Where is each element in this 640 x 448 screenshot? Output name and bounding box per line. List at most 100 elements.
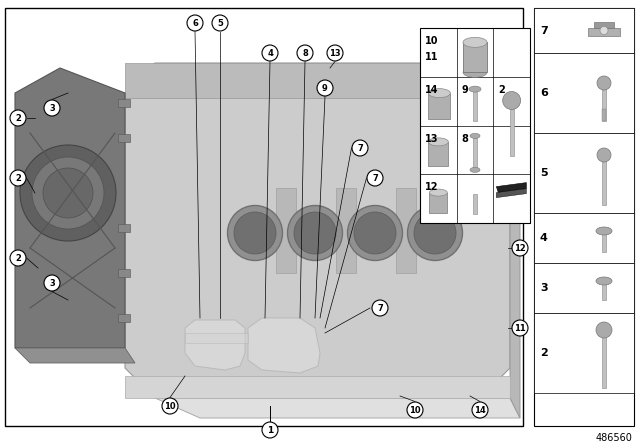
Circle shape	[317, 80, 333, 96]
Ellipse shape	[463, 37, 487, 47]
Bar	[602, 109, 606, 121]
Circle shape	[10, 110, 26, 126]
Text: 3: 3	[49, 279, 55, 288]
Bar	[5, 8, 523, 426]
Text: 10: 10	[409, 405, 421, 414]
Text: 4: 4	[540, 233, 548, 243]
Bar	[473, 194, 477, 214]
Circle shape	[472, 402, 488, 418]
Text: 1: 1	[267, 426, 273, 435]
Polygon shape	[510, 88, 520, 418]
Bar	[594, 22, 614, 27]
Bar	[602, 282, 606, 300]
Circle shape	[372, 300, 388, 316]
Ellipse shape	[348, 206, 403, 260]
Text: 2: 2	[15, 254, 21, 263]
Ellipse shape	[354, 212, 396, 254]
Bar	[118, 269, 130, 277]
Text: 3: 3	[540, 283, 548, 293]
Circle shape	[512, 240, 528, 256]
Polygon shape	[15, 68, 125, 348]
Text: 8: 8	[461, 134, 468, 143]
Bar	[118, 99, 130, 107]
Polygon shape	[248, 318, 320, 373]
Bar	[125, 376, 510, 398]
Bar	[534, 53, 634, 133]
Circle shape	[20, 145, 116, 241]
Bar	[473, 138, 477, 170]
Text: 12: 12	[514, 244, 526, 253]
Bar	[429, 193, 447, 213]
Circle shape	[262, 45, 278, 61]
Circle shape	[407, 402, 423, 418]
Bar	[420, 28, 530, 223]
Circle shape	[597, 148, 611, 162]
Bar	[602, 330, 606, 388]
Bar	[463, 43, 487, 73]
Ellipse shape	[428, 138, 449, 146]
Circle shape	[352, 140, 368, 156]
Ellipse shape	[596, 277, 612, 285]
Text: 7: 7	[357, 143, 363, 152]
Bar	[118, 224, 130, 232]
Ellipse shape	[470, 168, 480, 172]
Text: 11: 11	[514, 323, 526, 332]
Text: 9: 9	[461, 85, 468, 95]
Bar	[509, 100, 514, 155]
Text: 5: 5	[540, 168, 548, 178]
Bar	[125, 63, 510, 98]
Ellipse shape	[234, 212, 276, 254]
Bar	[534, 8, 634, 53]
Ellipse shape	[463, 67, 487, 78]
Bar	[534, 213, 634, 263]
Ellipse shape	[294, 212, 336, 254]
Bar	[534, 263, 634, 313]
Ellipse shape	[428, 89, 451, 98]
Text: 10: 10	[164, 401, 176, 410]
Bar	[602, 83, 606, 121]
Text: 6: 6	[192, 18, 198, 27]
Circle shape	[187, 15, 203, 31]
Circle shape	[327, 45, 343, 61]
Bar	[118, 134, 130, 142]
Circle shape	[367, 170, 383, 186]
Polygon shape	[497, 183, 526, 193]
Text: 5: 5	[217, 18, 223, 27]
Circle shape	[10, 250, 26, 266]
Ellipse shape	[227, 206, 282, 260]
Text: 4: 4	[267, 48, 273, 57]
Bar	[534, 8, 634, 426]
Circle shape	[44, 275, 60, 291]
Text: 10: 10	[425, 36, 438, 46]
Polygon shape	[15, 348, 135, 363]
Text: 7: 7	[377, 303, 383, 313]
Bar	[396, 188, 416, 273]
Polygon shape	[497, 189, 526, 198]
Text: 6: 6	[540, 88, 548, 98]
Circle shape	[32, 157, 104, 229]
Bar	[118, 314, 130, 322]
Bar	[534, 313, 634, 393]
Ellipse shape	[469, 86, 481, 92]
Text: 14: 14	[474, 405, 486, 414]
Bar	[428, 93, 451, 119]
Text: 13: 13	[425, 134, 438, 143]
Circle shape	[297, 45, 313, 61]
Bar	[428, 142, 449, 166]
Text: 2: 2	[540, 348, 548, 358]
Bar	[588, 27, 620, 35]
Ellipse shape	[408, 206, 463, 260]
Circle shape	[596, 322, 612, 338]
Bar	[276, 188, 296, 273]
Ellipse shape	[414, 212, 456, 254]
Ellipse shape	[429, 189, 447, 196]
Text: 2: 2	[15, 113, 21, 122]
Text: 9: 9	[322, 83, 328, 92]
Ellipse shape	[287, 206, 342, 260]
Bar	[602, 232, 606, 252]
Text: 7: 7	[372, 173, 378, 182]
Ellipse shape	[470, 134, 480, 138]
Text: 2: 2	[499, 85, 505, 95]
Bar	[473, 91, 477, 121]
Circle shape	[162, 398, 178, 414]
